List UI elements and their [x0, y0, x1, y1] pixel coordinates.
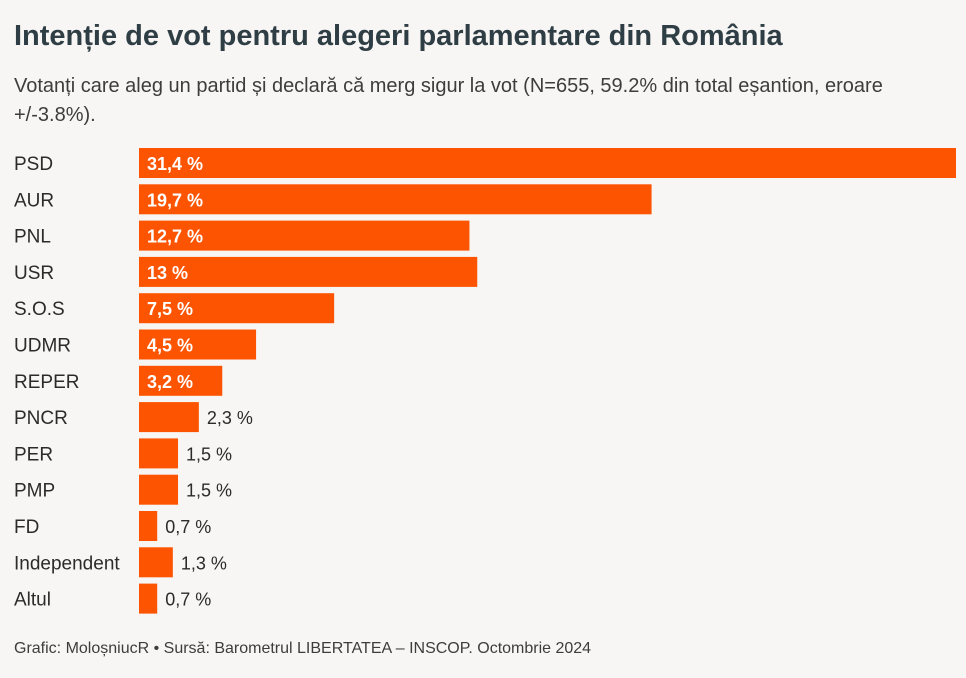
- value-label: 0,7 %: [165, 590, 211, 610]
- bar: [139, 365, 223, 396]
- category-label: AUR: [14, 190, 54, 211]
- value-label: 19,7 %: [147, 190, 203, 210]
- value-label: 4,5 %: [147, 336, 193, 356]
- chart-footer: Grafic: MoloșniucR • Sursă: Barometrul L…: [14, 640, 592, 657]
- category-label: Independent: [14, 553, 120, 574]
- category-label: PMP: [14, 481, 55, 502]
- value-label: 3,2 %: [147, 372, 193, 392]
- bar: [139, 148, 956, 178]
- value-label: 1,3 %: [181, 553, 227, 573]
- value-label: 1,5 %: [186, 481, 232, 501]
- category-label: PER: [14, 444, 53, 465]
- chart-subtitle: Votanți care aleg un partid și declară c…: [14, 75, 883, 126]
- bar: [139, 293, 335, 324]
- bar: [139, 184, 652, 215]
- bar: [139, 547, 173, 578]
- chart-title: Intenție de vot pentru alegeri parlament…: [14, 20, 783, 52]
- value-label: 0,7 %: [165, 517, 211, 537]
- category-label: UDMR: [14, 336, 71, 357]
- category-label: PNL: [14, 227, 51, 248]
- value-label: 7,5 %: [147, 299, 193, 319]
- category-label: USR: [14, 263, 54, 284]
- category-label: PNCR: [14, 408, 68, 429]
- value-label: 12,7 %: [147, 227, 203, 247]
- category-label: Altul: [14, 590, 51, 611]
- bar: [139, 329, 257, 360]
- bar: [139, 402, 199, 433]
- value-label: 2,3 %: [207, 408, 253, 428]
- value-label: 1,5 %: [186, 444, 232, 464]
- category-label: S.O.S: [14, 299, 65, 320]
- bar: [139, 511, 158, 541]
- bar: [139, 438, 179, 469]
- bar: [139, 220, 470, 251]
- category-label: REPER: [14, 372, 79, 393]
- value-label: 13 %: [147, 263, 188, 283]
- value-label: 31,4 %: [147, 154, 203, 174]
- category-label: FD: [14, 517, 39, 538]
- category-label: PSD: [14, 154, 53, 175]
- bar: [139, 474, 179, 505]
- bar: [139, 583, 158, 614]
- bar: [139, 256, 478, 287]
